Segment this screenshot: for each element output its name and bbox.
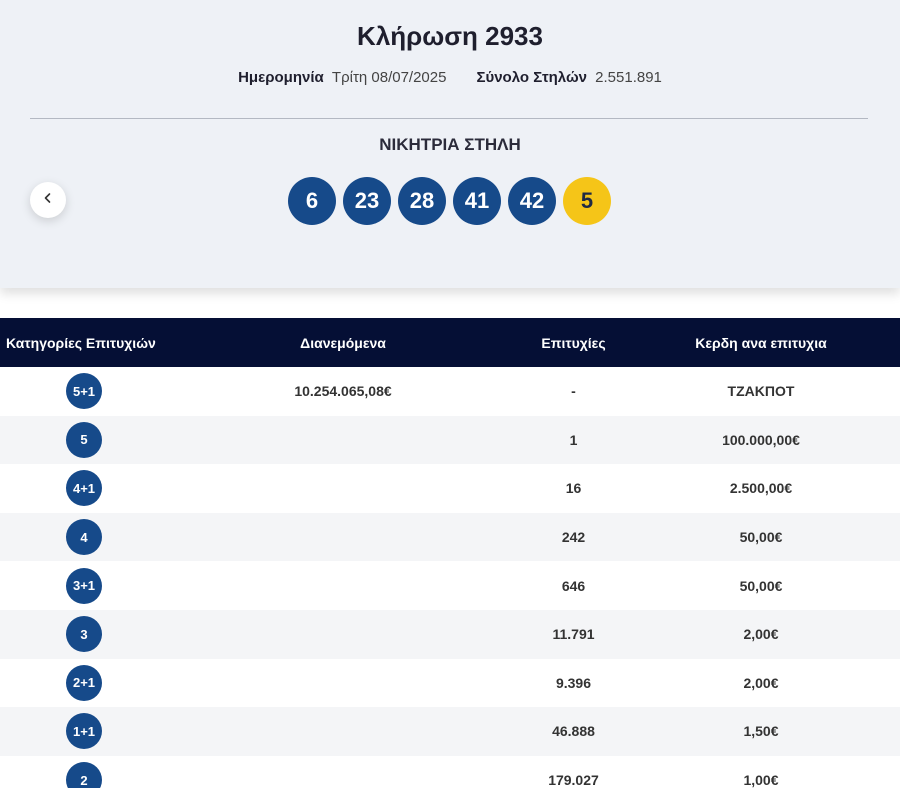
prize-cell: 2.500,00€ [729, 480, 793, 497]
chevron-left-icon [42, 191, 54, 209]
divider [30, 118, 868, 119]
category-badge: 5+1 [66, 373, 102, 410]
prize-cell: 1,50€ [743, 723, 779, 740]
draw-date-value: Τρίτη 08/07/2025 [331, 69, 447, 86]
winning-numbers: 6 23 28 41 42 5 [288, 177, 611, 225]
draw-date: Ημερομηνία Τρίτη 08/07/2025 [238, 69, 446, 86]
winners-cell: - [571, 383, 576, 400]
winning-number-ball: 23 [343, 177, 391, 225]
category-badge: 3+1 [66, 567, 102, 604]
winning-number-ball: 6 [288, 177, 336, 225]
bonus-number-ball: 5 [563, 177, 611, 225]
table-row: 5 1 100.000,00€ [0, 415, 900, 465]
table-header: Κατηγορίες Επιτυχιών Διανεμόμενα Επιτυχί… [0, 318, 900, 367]
table-row: 3+1 646 50,00€ [0, 561, 900, 610]
category-badge: 3 [66, 616, 102, 653]
winners-cell: 242 [561, 529, 586, 546]
prize-table: Κατηγορίες Επιτυχιών Διανεμόμενα Επιτυχί… [0, 318, 900, 788]
header-winners: Επιτυχίες [541, 334, 606, 351]
prize-cell: 2,00€ [743, 674, 779, 691]
winning-number-ball: 41 [453, 177, 501, 225]
winning-column-label: ΝΙΚΗΤΡΙΑ ΣΤΗΛΗ [379, 135, 521, 154]
prize-cell: 100.000,00€ [722, 431, 800, 448]
header-categories: Κατηγορίες Επιτυχιών [6, 334, 156, 351]
table-body: 5+1 10.254.065,08€ - ΤΖΑΚΠΟΤ 5 1 100.000… [0, 367, 900, 788]
winners-cell: 9.396 [555, 674, 592, 691]
table-row: 3 11.791 2,00€ [0, 609, 900, 659]
prize-cell: 2,00€ [743, 626, 779, 643]
distributed-cell: 10.254.065,08€ [294, 383, 392, 400]
winners-cell: 11.791 [552, 626, 595, 643]
table-row: 2 179.027 1,00€ [0, 755, 900, 788]
draw-total-label: Σύνολο Στηλών [476, 69, 587, 86]
prize-cell: 1,00€ [743, 772, 779, 788]
prize-cell: ΤΖΑΚΠΟΤ [727, 383, 795, 400]
draw-meta: Ημερομηνία Τρίτη 08/07/2025 Σύνολο Στηλώ… [0, 69, 900, 86]
category-badge: 5 [66, 421, 102, 458]
table-row: 5+1 10.254.065,08€ - ΤΖΑΚΠΟΤ [0, 367, 900, 416]
previous-draw-button[interactable] [30, 182, 66, 218]
category-badge: 4 [66, 519, 102, 556]
category-badge: 4+1 [66, 470, 102, 507]
prize-cell: 50,00€ [739, 577, 783, 594]
draw-date-label: Ημερομηνία [238, 69, 324, 86]
winning-number-ball: 42 [508, 177, 556, 225]
winners-cell: 179.027 [548, 772, 599, 788]
header-prize: Κερδη ανα επιτυχια [695, 334, 827, 351]
draw-total-value: 2.551.891 [595, 69, 662, 86]
draw-title: Κλήρωση 2933 [357, 21, 543, 51]
category-badge: 2 [66, 762, 102, 788]
category-badge: 1+1 [66, 713, 102, 750]
table-row: 4 242 50,00€ [0, 512, 900, 562]
winners-cell: 1 [569, 431, 578, 448]
winners-cell: 16 [565, 480, 582, 497]
winners-cell: 46.888 [552, 723, 595, 740]
table-row: 1+1 46.888 1,50€ [0, 707, 900, 756]
winners-cell: 646 [561, 577, 586, 594]
prize-cell: 50,00€ [739, 529, 783, 546]
header-distributed: Διανεμόμενα [300, 334, 386, 351]
draw-total: Σύνολο Στηλών 2.551.891 [476, 69, 661, 86]
table-row: 4+1 16 2.500,00€ [0, 464, 900, 513]
draw-header-card: Κλήρωση 2933 Ημερομηνία Τρίτη 08/07/2025… [0, 0, 900, 288]
table-row: 2+1 9.396 2,00€ [0, 658, 900, 708]
category-badge: 2+1 [66, 664, 102, 701]
winning-number-ball: 28 [398, 177, 446, 225]
